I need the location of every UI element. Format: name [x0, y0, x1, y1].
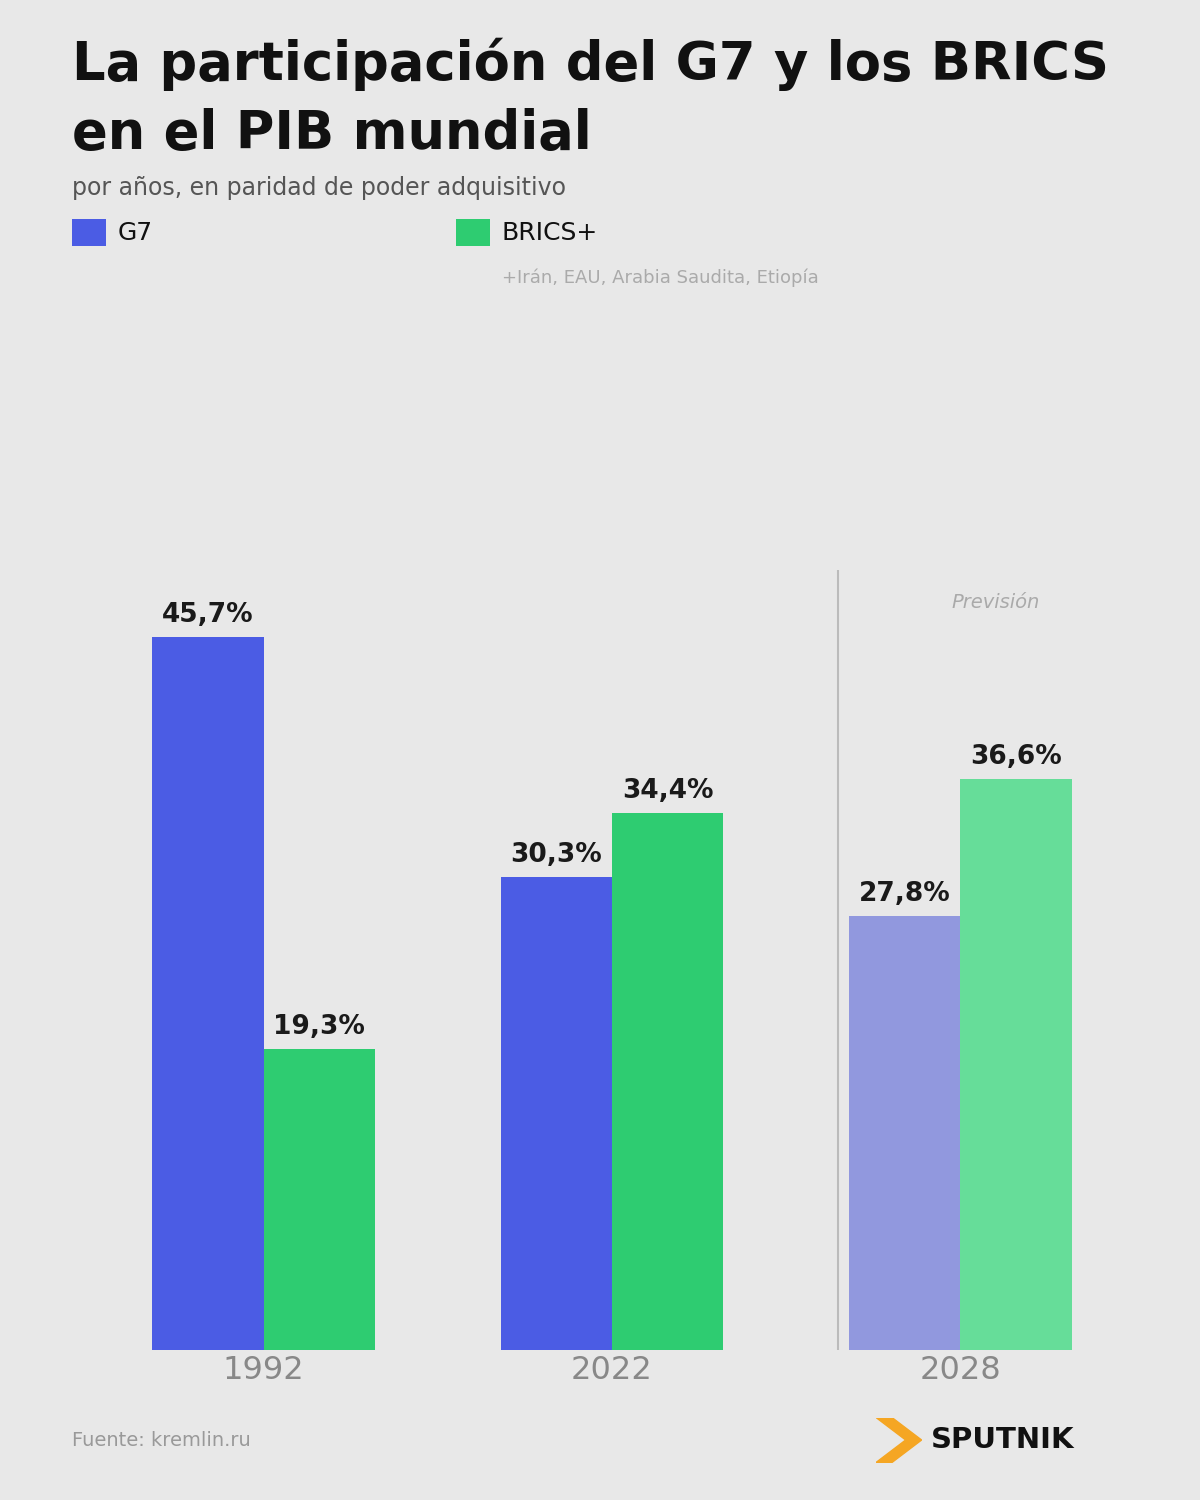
Text: Previsión: Previsión [952, 594, 1039, 612]
Text: en el PIB mundial: en el PIB mundial [72, 108, 592, 160]
Polygon shape [876, 1418, 922, 1462]
Bar [848, 916, 960, 1350]
Text: 19,3%: 19,3% [274, 1014, 365, 1040]
Text: SPUTNIK: SPUTNIK [931, 1426, 1075, 1454]
Text: por años, en paridad de poder adquisitivo: por años, en paridad de poder adquisitiv… [72, 176, 566, 200]
Text: La participación del G7 y los BRICS: La participación del G7 y los BRICS [72, 38, 1109, 92]
Text: G7: G7 [118, 220, 152, 245]
Bar [152, 638, 264, 1350]
Bar [264, 1048, 376, 1350]
Text: 45,7%: 45,7% [162, 602, 253, 627]
Text: 34,4%: 34,4% [622, 778, 714, 804]
Text: 36,6%: 36,6% [971, 744, 1062, 770]
Text: Fuente: kremlin.ru: Fuente: kremlin.ru [72, 1431, 251, 1449]
Bar [500, 878, 612, 1350]
Text: 27,8%: 27,8% [859, 880, 950, 908]
Text: +Irán, EAU, Arabia Saudita, Etiopía: +Irán, EAU, Arabia Saudita, Etiopía [502, 268, 818, 286]
Text: 30,3%: 30,3% [510, 842, 602, 868]
Bar [960, 778, 1072, 1350]
Text: BRICS+: BRICS+ [502, 220, 598, 245]
Bar [612, 813, 724, 1350]
